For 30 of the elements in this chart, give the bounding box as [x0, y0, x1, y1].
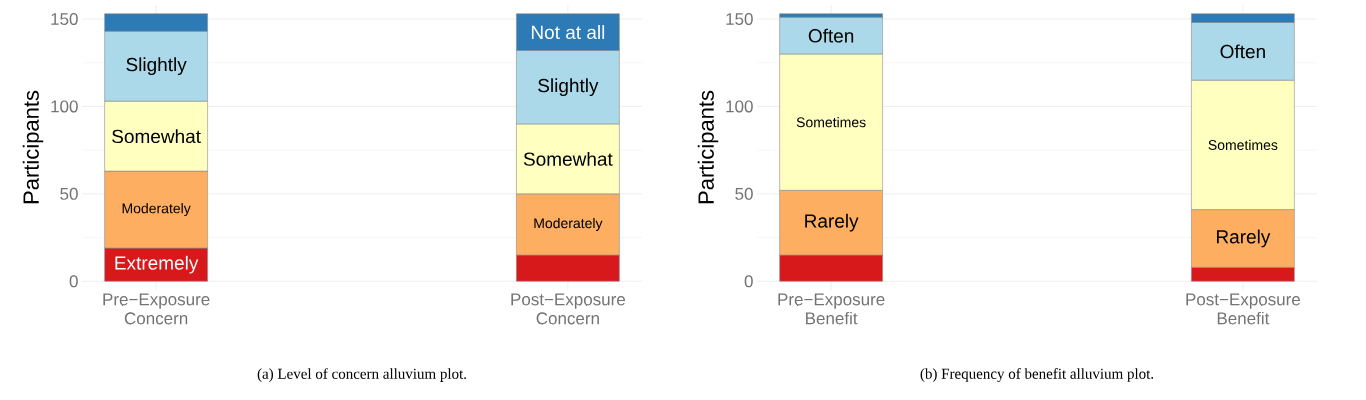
- x-tick-label: Post−Exposure Concern: [511, 293, 626, 325]
- y-tick-label: 100: [726, 100, 753, 113]
- y-tick-label: 50: [735, 187, 753, 200]
- text: Rarely: [805, 213, 859, 232]
- text: Often: [1220, 44, 1265, 59]
- y-axis-title: Participants: [697, 90, 719, 204]
- series-label: Not at all: [531, 25, 605, 40]
- x-tick-label: Pre−Exposure Concern: [103, 293, 210, 325]
- text: Slightly: [126, 57, 187, 76]
- y-tick-label: 0: [69, 275, 78, 288]
- series-label: Rarely: [1216, 229, 1271, 248]
- text: Somewhat: [523, 151, 613, 166]
- y-tick-label: 0: [744, 275, 753, 288]
- series-label: Often: [808, 28, 854, 43]
- series-label: Sometimes: [1208, 139, 1278, 151]
- x-tick-label: Pre−Exposure Benefit: [778, 293, 885, 325]
- series-label: Somewhat: [112, 129, 201, 144]
- series-label: Extremely: [115, 255, 199, 274]
- text: (b) Frequency of benefit alluvium plot.: [920, 368, 1154, 382]
- y-tick-label: 50: [60, 187, 78, 200]
- x-tick-label: Post−Exposure Benefit: [1186, 293, 1301, 325]
- text: Sometimes: [796, 117, 866, 128]
- y-tick-label: 100: [51, 100, 78, 113]
- series-label: Moderately: [122, 203, 191, 217]
- y-axis-title: Participants: [22, 90, 44, 204]
- series-label: Slightly: [538, 78, 599, 97]
- y-tick-label: 150: [51, 12, 78, 26]
- text: Moderately: [534, 217, 603, 231]
- y-tick-label: 150: [726, 12, 753, 26]
- text: (a) Level of concern alluvium plot.: [257, 368, 466, 382]
